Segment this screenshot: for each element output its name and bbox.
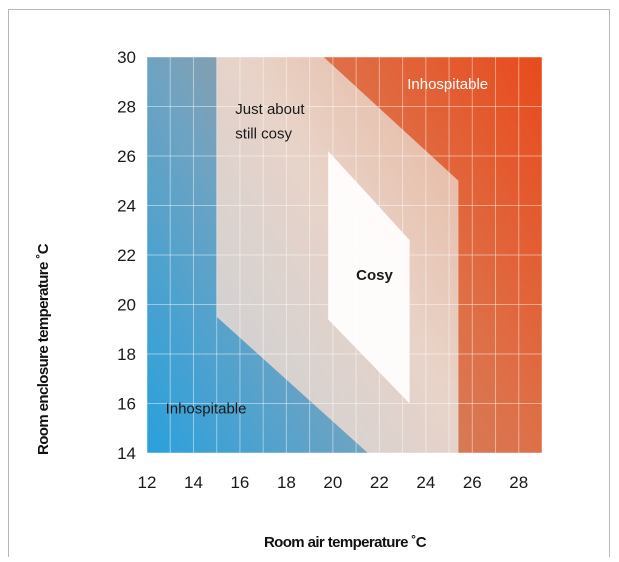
y-tick-labels: 14 16 18 20 22 24 26 28 30: [117, 48, 136, 463]
y-axis-title: Room enclosure temperature ˚C: [35, 243, 52, 455]
zone-label: still cosy: [235, 126, 292, 143]
zone-4: [147, 57, 368, 453]
x-tick-label: 20: [323, 473, 342, 492]
zone-labels: Inhospitable Just about still cosy Cosy Inho…: [166, 76, 489, 417]
y-tick-label: 16: [117, 395, 136, 414]
zone-3: [328, 151, 410, 404]
figure-frame: [8, 9, 610, 557]
x-tick-label: 22: [370, 473, 389, 492]
x-tick-labels: 12 14 16 18 20 22 24 26 28: [138, 473, 529, 492]
y-tick-label: 26: [117, 147, 136, 166]
y-tick-label: 18: [117, 345, 136, 364]
zone-layer: [147, 57, 542, 453]
x-tick-label: 12: [138, 473, 157, 492]
y-tick-label: 22: [117, 246, 136, 265]
zone-label: Inhospitable: [166, 400, 247, 417]
zone-1: [323, 57, 542, 453]
y-tick-label: 14: [117, 444, 136, 463]
x-tick-label: 18: [277, 473, 296, 492]
x-tick-label: 28: [509, 473, 528, 492]
x-tick-label: 26: [463, 473, 482, 492]
grid-layer: [147, 57, 542, 453]
x-tick-label: 14: [184, 473, 203, 492]
zone-label: Cosy: [356, 267, 393, 284]
zone-label: Inhospitable: [407, 76, 488, 93]
y-tick-label: 20: [117, 296, 136, 315]
x-axis-title: Room air temperature ˚C: [264, 534, 427, 551]
y-tick-label: 24: [117, 197, 136, 216]
x-tick-label: 16: [230, 473, 249, 492]
y-tick-label: 28: [117, 98, 136, 117]
plot-area: [147, 57, 542, 453]
zone-label: Just about: [235, 101, 305, 118]
y-tick-label: 30: [117, 48, 136, 67]
x-tick-label: 24: [416, 473, 435, 492]
